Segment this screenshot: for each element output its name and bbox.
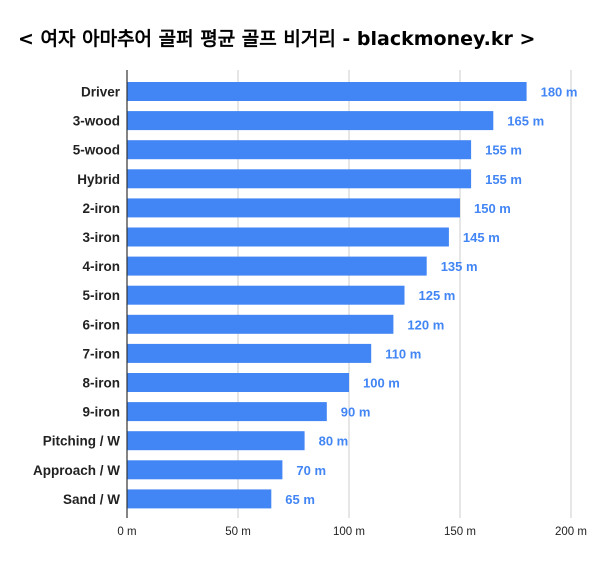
category-label-3: 5-wood [73, 143, 120, 158]
bar-6 [127, 227, 449, 247]
category-label-5: 2-iron [82, 201, 120, 216]
bar-8 [127, 285, 405, 305]
category-label-8: 5-iron [82, 288, 120, 303]
value-label-12: 90 m [341, 405, 371, 420]
value-label-15: 65 m [285, 492, 315, 507]
category-label-14: Approach / W [33, 463, 120, 478]
value-label-7: 135 m [441, 259, 478, 274]
value-label-13: 80 m [319, 434, 349, 449]
bar-3 [127, 140, 472, 160]
value-label-14: 70 m [296, 463, 326, 478]
value-label-6: 145 m [463, 230, 500, 245]
chart-title: < 여자 아마추어 골퍼 평균 골프 비거리 - blackmoney.kr > [18, 28, 536, 50]
x-tick-label-2: 100 m [333, 526, 365, 538]
bar-9 [127, 314, 394, 334]
category-label-4: Hybrid [77, 172, 120, 187]
bar-10 [127, 343, 372, 363]
value-label-10: 110 m [385, 346, 421, 361]
bar-11 [127, 373, 349, 392]
bar-12 [127, 402, 327, 422]
value-label-11: 100 m [363, 376, 400, 391]
value-label-8: 125 m [419, 288, 456, 303]
x-tick-label-1: 50 m [225, 526, 251, 538]
category-label-11: 8-iron [82, 376, 120, 391]
category-label-12: 9-iron [82, 405, 120, 420]
bar-5 [127, 198, 460, 218]
category-label-15: Sand / W [63, 492, 120, 507]
value-label-3: 155 m [485, 143, 522, 158]
bar-15 [127, 489, 272, 509]
bar-13 [127, 431, 305, 451]
value-label-2: 165 m [507, 114, 544, 129]
value-label-9: 120 m [407, 317, 444, 332]
bar-14 [127, 460, 283, 480]
value-label-5: 150 m [474, 201, 511, 216]
x-tick-label-3: 150 m [444, 526, 476, 538]
value-label-4: 155 m [485, 172, 522, 187]
bar-4 [127, 169, 472, 189]
category-label-2: 3-wood [73, 114, 120, 129]
bar-1 [127, 82, 527, 101]
category-label-6: 3-iron [82, 230, 120, 245]
category-label-7: 4-iron [82, 259, 120, 274]
x-tick-label-0: 0 m [117, 526, 136, 538]
bar-7 [127, 256, 427, 276]
value-label-1: 180 m [541, 85, 578, 100]
category-label-1: Driver [81, 85, 121, 100]
x-tick-label-4: 200 m [555, 526, 587, 538]
bar-2 [127, 111, 494, 131]
category-label-9: 6-iron [82, 317, 120, 332]
category-label-10: 7-iron [82, 346, 120, 361]
category-label-13: Pitching / W [43, 434, 121, 449]
